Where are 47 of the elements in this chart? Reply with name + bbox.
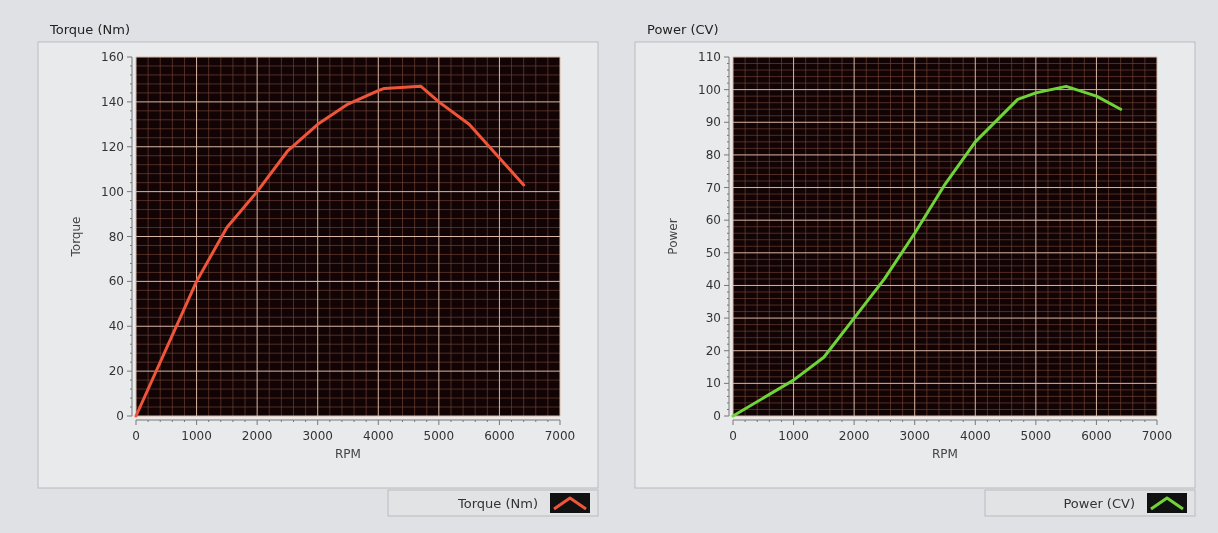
line-series [731,84,1123,418]
y-axis-title: Torque [69,216,83,258]
x-tick-label: 0 [729,429,737,443]
y-tick-label: 140 [101,94,124,109]
y-tick-label: 60 [705,213,721,228]
legend-label: Torque (Nm) [457,496,538,511]
x-axis-title: RPM [932,447,958,461]
y-tick-label: 80 [705,147,721,162]
y-tick-label: 0 [116,409,124,423]
x-tick-label: 3000 [302,429,333,443]
x-tick-label: 5000 [1020,429,1052,443]
x-tick-label: 5000 [423,429,455,443]
chart-title: Torque (Nm) [49,22,130,37]
y-tick-label: 100 [698,82,721,97]
y-tick-label: 110 [698,50,721,64]
x-tick-label: 4000 [960,429,991,443]
y-tick-label: 160 [101,50,124,64]
y-tick-label: 60 [108,274,124,289]
x-tick-label: 2000 [241,429,273,443]
x-tick-label: 7000 [544,429,576,443]
x-axis-title: RPM [335,447,361,461]
y-tick-label: 0 [713,409,721,423]
y-tick-label: 30 [705,311,721,326]
x-tick-label: 0 [132,429,140,443]
x-tick-label: 6000 [1081,429,1112,443]
y-tick-label: 90 [705,115,721,130]
x-tick-label: 2000 [838,429,870,443]
y-tick-label: 20 [108,364,124,379]
y-tick-label: 40 [705,278,721,293]
y-tick-label: 40 [108,319,124,334]
x-tick-label: 3000 [899,429,930,443]
x-tick-label: 1000 [778,429,809,443]
line-series [134,84,526,418]
legend-label: Power (CV) [1063,496,1135,511]
x-tick-label: 7000 [1141,429,1173,443]
y-tick-label: 80 [108,229,124,244]
x-tick-label: 4000 [363,429,394,443]
x-tick-label: 6000 [484,429,515,443]
y-tick-label: 50 [705,245,721,260]
chart-title: Power (CV) [647,22,719,37]
y-tick-label: 70 [705,180,721,195]
y-tick-label: 20 [705,343,721,358]
y-tick-label: 100 [101,184,124,199]
x-tick-label: 1000 [181,429,212,443]
y-tick-label: 10 [705,376,721,391]
y-axis-title: Power [666,218,680,255]
y-tick-label: 120 [101,139,124,154]
